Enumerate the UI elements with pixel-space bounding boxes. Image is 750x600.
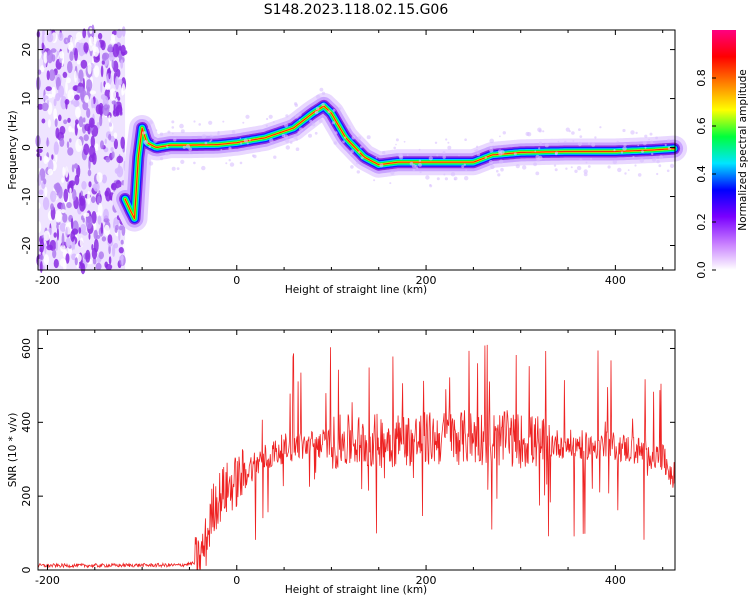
colorbar-tick-label: 0.8	[695, 69, 708, 87]
snr-series-line	[37, 344, 675, 570]
colorbar-ticks: 0.0 0.2 0.4 0.6 0.8	[695, 69, 716, 279]
spectrogram-x-axis-label: Height of straight line (km)	[285, 284, 427, 296]
y-tick-label: 600	[20, 338, 33, 359]
y-tick-label: 400	[20, 412, 33, 433]
x-tick-label: -200	[35, 574, 60, 587]
y-tick-label: -20	[20, 237, 33, 255]
y-tick-label: 200	[20, 486, 33, 507]
colorbar-tick-label: 0.6	[695, 117, 708, 135]
x-tick-label: 200	[416, 274, 437, 287]
snr-plot-area	[37, 344, 675, 570]
x-tick-label: -200	[35, 274, 60, 287]
y-tick-label: 10	[20, 92, 33, 106]
y-tick-label: 20	[20, 43, 33, 57]
spectrogram-plot-area	[35, 24, 688, 275]
x-tick-label: 400	[605, 274, 626, 287]
spectrogram-panel: -200 0 200 400 -20 -10 0 10 20 Height of straig…	[7, 24, 688, 296]
colorbar-tick-label: 0.2	[695, 213, 708, 231]
snr-frame	[37, 329, 676, 571]
colorbar-gradient	[712, 30, 736, 270]
colorbar-tick-label: 0.4	[695, 165, 708, 183]
y-tick-label: 0	[20, 567, 33, 574]
colorbar: 0.0 0.2 0.4 0.6 0.8 Normalized spectral ampl…	[695, 30, 749, 279]
spectrogram-y-ticks: -20 -10 0 10 20	[20, 43, 675, 255]
colorbar-label: Normalized spectral amplitude	[737, 69, 749, 230]
y-tick-label: -10	[20, 188, 33, 206]
chart-title: S148.2023.118.02.15.G06	[264, 2, 449, 18]
x-tick-label: 400	[605, 574, 626, 587]
x-tick-label: 0	[233, 274, 240, 287]
spectrogram-frame	[37, 29, 676, 271]
snr-y-ticks: 0 200 400 600	[20, 338, 675, 574]
snr-x-axis-label: Height of straight line (km)	[285, 584, 427, 596]
spectrogram-ridge	[112, 87, 688, 232]
snr-x-ticks: -200 0 200 400	[35, 330, 664, 587]
snr-y-axis-label: SNR (10 * v/v)	[7, 413, 19, 488]
spectrogram-x-ticks: -200 0 200 400	[35, 30, 664, 287]
colorbar-tick-label: 0.0	[695, 261, 708, 279]
spectrogram-y-axis-label: Frequency (Hz)	[7, 110, 19, 189]
x-tick-label: 200	[416, 574, 437, 587]
x-tick-label: 0	[233, 574, 240, 587]
spectrogram-noise-region	[35, 24, 128, 275]
y-tick-label: 0	[20, 144, 33, 151]
